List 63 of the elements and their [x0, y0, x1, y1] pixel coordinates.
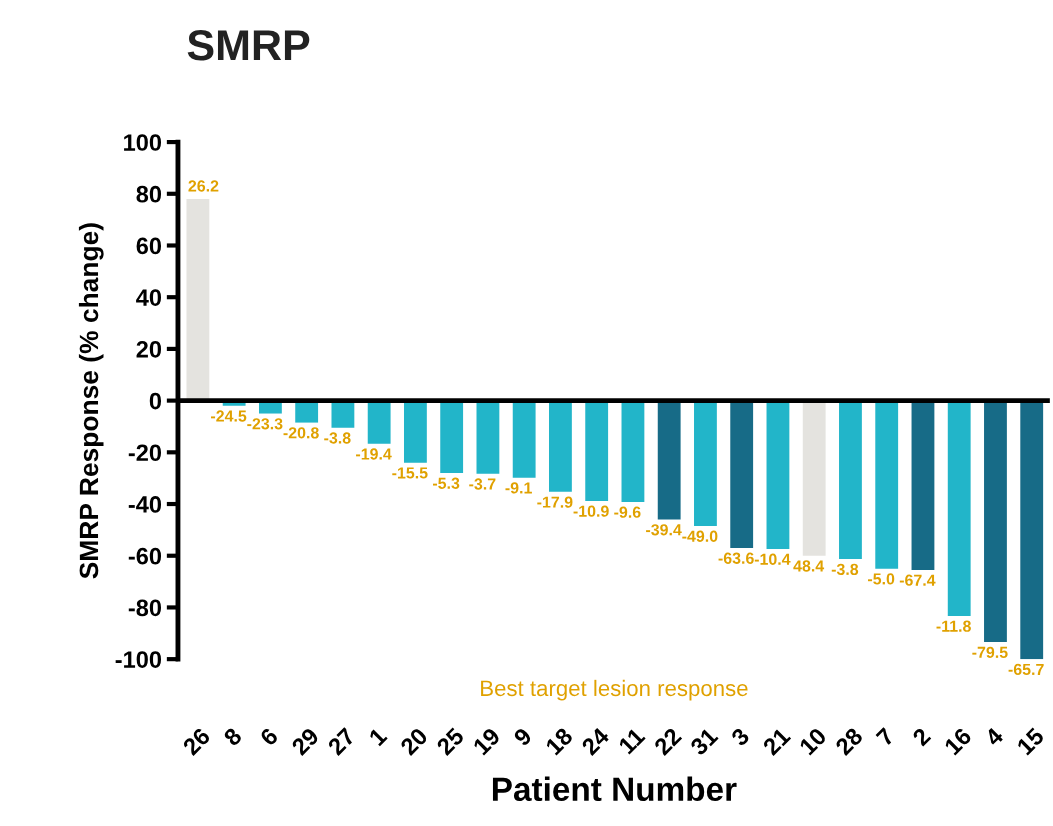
y-tick-label: 100: [124, 134, 162, 151]
y-tick-label: -60: [128, 547, 162, 565]
x-tick-label: 16: [943, 726, 973, 756]
y-tick-label: 40: [136, 289, 162, 306]
annotation: -5.3: [432, 477, 460, 489]
annotation: -3.7: [469, 478, 496, 490]
x-tick-label: 21: [761, 726, 792, 756]
x-axis-title: Patient Number: [492, 776, 737, 802]
y-tick-label: -40: [128, 496, 162, 513]
x-tick-label: 27: [326, 726, 356, 756]
x-tick-label: 24: [580, 726, 611, 756]
annotation: -20.8: [283, 427, 319, 439]
annotation: -3.8: [324, 432, 351, 444]
annotation: 48.4: [793, 560, 825, 572]
annotation: -9.6: [614, 506, 641, 518]
y-tick-label: 60: [136, 237, 162, 255]
x-tick-label: 31: [689, 726, 719, 757]
y-tick-label: 0: [149, 392, 162, 410]
x-tick-label: 19: [472, 726, 502, 756]
x-tick-label: 4: [983, 726, 1005, 747]
x-tick-label: 26: [181, 726, 212, 757]
annotation: -65.7: [1008, 663, 1044, 676]
y-axis-title: SMRP Response (% change): [78, 223, 104, 579]
x-tick-label: 9: [512, 726, 533, 747]
y-tick-label: -100: [115, 651, 162, 668]
annotation: -9.1: [505, 482, 532, 494]
x-tick-label: 10: [798, 726, 828, 756]
y-tick-label: -20: [128, 444, 162, 462]
y-tick-label: -80: [128, 599, 162, 617]
x-tick-label: 6: [259, 726, 279, 747]
annotation: -3.8: [831, 563, 859, 576]
x-tick-label: 3: [730, 726, 751, 747]
x-tick-label: 7: [875, 727, 895, 747]
text: Best target lesion response: [481, 679, 748, 701]
x-tick-label: 25: [435, 726, 465, 757]
annotation: -39.4: [646, 524, 682, 536]
annotation: -23.3: [247, 418, 283, 430]
annotation: -49.0: [682, 530, 718, 542]
x-tick-label: 1: [368, 726, 388, 747]
y-tick-label: 20: [136, 340, 162, 358]
annotation: -19.4: [356, 448, 392, 460]
x-tick-label: 8: [222, 726, 243, 747]
annotation: -79.5: [972, 646, 1008, 658]
annotation: -15.5: [392, 467, 428, 479]
chart-title: SMRP: [187, 30, 310, 61]
annotation: -17.9: [537, 496, 573, 508]
annotation: 26.2: [188, 180, 219, 192]
annotation: -10.4: [754, 553, 791, 565]
x-tick-label: 18: [544, 726, 574, 756]
x-tick-label: 15: [1016, 726, 1046, 756]
x-tick-label: 22: [653, 726, 683, 756]
annotation: -11.8: [936, 620, 971, 632]
x-tick-label: 20: [399, 726, 429, 757]
annotation: -63.6: [718, 552, 754, 564]
x-tick-label: 2: [911, 726, 932, 747]
annotation: -5.0: [868, 573, 895, 585]
annotation: -67.4: [899, 574, 936, 586]
y-tick-label: 80: [136, 185, 162, 203]
annotation: -24.5: [211, 410, 247, 422]
x-tick-label: 29: [290, 726, 320, 757]
x-tick-label: 28: [834, 726, 864, 757]
x-tick-label: 11: [617, 726, 646, 755]
annotation: -10.9: [573, 505, 609, 517]
